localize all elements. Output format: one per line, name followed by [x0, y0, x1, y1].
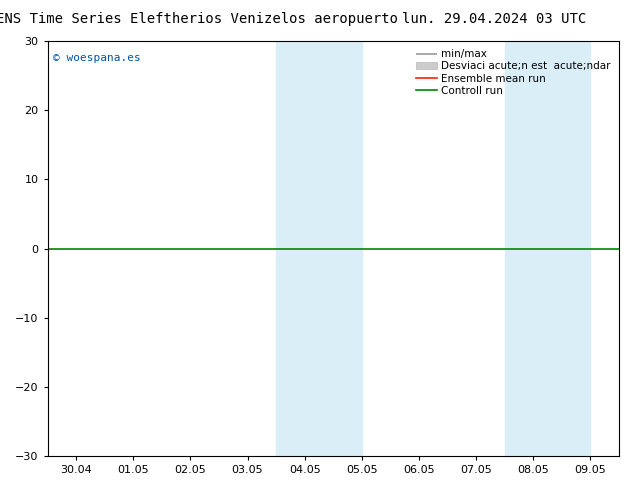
Text: ENS Time Series Eleftherios Venizelos aeropuerto: ENS Time Series Eleftherios Venizelos ae… [0, 12, 398, 26]
Legend: min/max, Desviaci acute;n est  acute;ndar, Ensemble mean run, Controll run: min/max, Desviaci acute;n est acute;ndar… [413, 46, 614, 99]
Text: lun. 29.04.2024 03 UTC: lun. 29.04.2024 03 UTC [403, 12, 586, 26]
Bar [276, 41, 316, 456]
Bar [505, 41, 545, 456]
Bar [545, 41, 590, 456]
Bar [316, 41, 362, 456]
Text: © woespana.es: © woespana.es [53, 53, 141, 64]
